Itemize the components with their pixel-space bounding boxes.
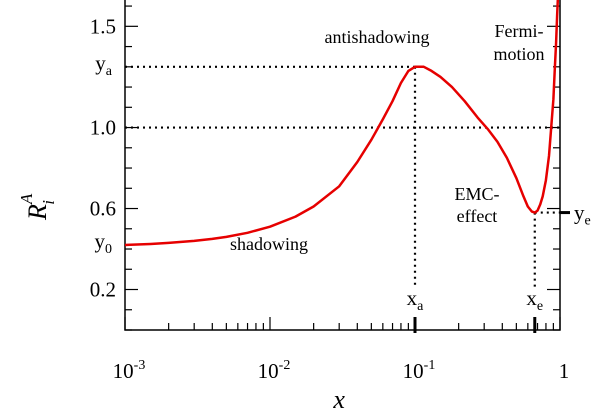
marker-label-ya: ya [95, 51, 113, 79]
x-tick-label: 1 [559, 359, 570, 383]
marker-label-ye: ye [574, 201, 591, 229]
marker-label-xa: xa [407, 286, 425, 314]
annotation-fermi-motion: Fermi- [495, 21, 544, 41]
y-tick-label: 1.0 [90, 116, 116, 140]
x-tick-label: 10-1 [403, 358, 436, 383]
x-tick-label: 10-3 [113, 358, 146, 383]
x-tick-label: 10-2 [258, 358, 291, 383]
annotation-shadowing: shadowing [230, 234, 308, 254]
annotation-antishadowing: antishadowing [325, 27, 430, 47]
reference-lines [125, 67, 570, 333]
annotation-fermi-motion: motion [493, 44, 544, 64]
marker-label-xe: xe [526, 286, 543, 314]
y-tick-label: 0.6 [90, 197, 116, 221]
marker-label-y0: y0 [95, 229, 113, 257]
annotation-emc-effect: effect [457, 206, 498, 226]
y-tick-label: 1.5 [90, 14, 116, 38]
x-axis-label: x [332, 385, 345, 414]
annotation-emc-effect: EMC- [455, 184, 500, 204]
y-axis-label: RA i [17, 193, 58, 221]
y-tick-label: 0.2 [90, 278, 116, 302]
